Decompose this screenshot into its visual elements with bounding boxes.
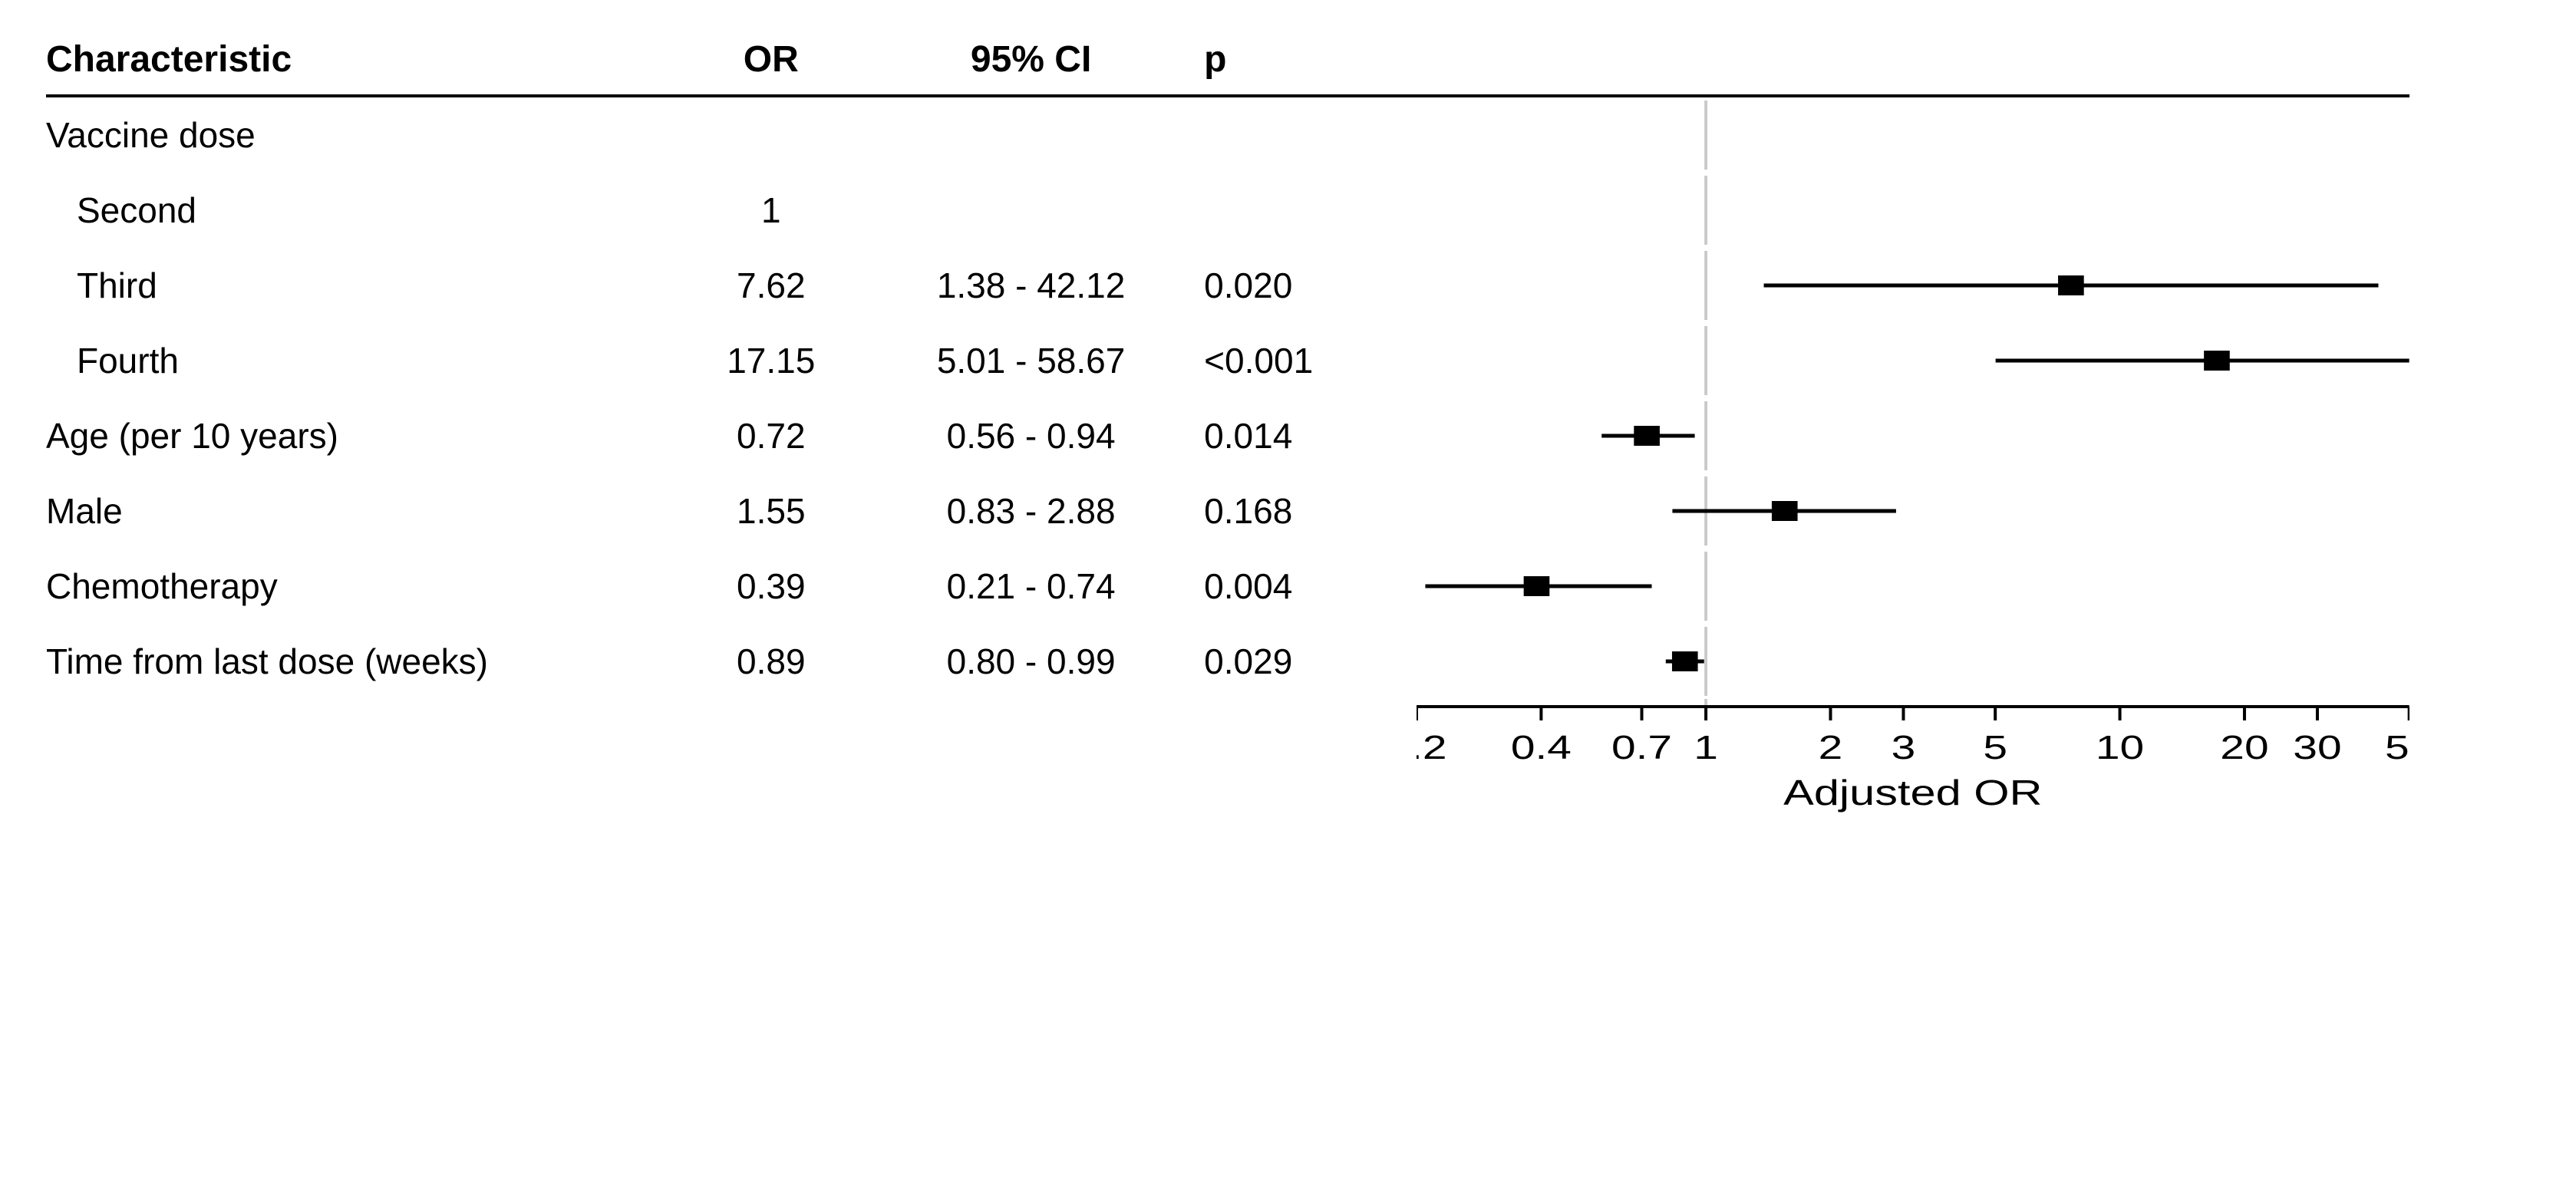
ci-value: 5.01 - 58.67 <box>873 323 1204 398</box>
characteristic-label: Second <box>46 173 684 248</box>
p-value: 0.014 <box>1204 398 1417 473</box>
col-p: p <box>1204 31 1417 96</box>
or-value: 0.72 <box>684 398 873 473</box>
table-row: Fourth17.155.01 - 58.67<0.001 <box>46 323 2409 398</box>
ci-value: 0.56 - 0.94 <box>873 398 1204 473</box>
or-value: 7.62 <box>684 248 873 323</box>
col-ci: 95% CI <box>873 31 1204 96</box>
plot-cell <box>1417 549 2409 624</box>
ci-value: 1.38 - 42.12 <box>873 248 1204 323</box>
plot-cell <box>1417 248 2409 323</box>
or-value: 1.55 <box>684 473 873 549</box>
forest-table: Characteristic OR 95% CI p Vaccine doseS… <box>46 31 2409 852</box>
table-row: Age (per 10 years)0.720.56 - 0.940.014 <box>46 398 2409 473</box>
header-row: Characteristic OR 95% CI p <box>46 31 2409 96</box>
col-or: OR <box>684 31 873 96</box>
ci-value <box>873 173 1204 248</box>
table-row: Male1.550.83 - 2.880.168 <box>46 473 2409 549</box>
axis-cell: 0.2 0.4 0.7 1 2 3 5 10 20 30 50 Adjusted OR <box>1417 699 2409 852</box>
p-value: <0.001 <box>1204 323 1417 398</box>
svg-text:20: 20 <box>2221 728 2269 766</box>
plot-cell <box>1417 173 2409 248</box>
plot-cell <box>1417 473 2409 549</box>
characteristic-label: Fourth <box>46 323 684 398</box>
p-value: 0.004 <box>1204 549 1417 624</box>
axis-title: Adjusted OR <box>1784 773 2043 813</box>
axis-row: 0.2 0.4 0.7 1 2 3 5 10 20 30 50 Adjusted OR <box>46 699 2409 852</box>
or-value: 0.89 <box>684 624 873 699</box>
ci-value: 0.21 - 0.74 <box>873 549 1204 624</box>
or-value: 1 <box>684 173 873 248</box>
characteristic-label: Male <box>46 473 684 549</box>
col-plot <box>1417 31 2409 96</box>
svg-text:50: 50 <box>2385 728 2409 766</box>
characteristic-label: Time from last dose (weeks) <box>46 624 684 699</box>
svg-text:3: 3 <box>1892 728 1916 766</box>
characteristic-label: Third <box>46 248 684 323</box>
p-value: 0.020 <box>1204 248 1417 323</box>
table-row: Third7.621.38 - 42.120.020 <box>46 248 2409 323</box>
plot-cell <box>1417 398 2409 473</box>
ci-value: 0.83 - 2.88 <box>873 473 1204 549</box>
svg-text:0.7: 0.7 <box>1611 728 1672 766</box>
or-value: 17.15 <box>684 323 873 398</box>
plot-cell <box>1417 624 2409 699</box>
svg-text:0.4: 0.4 <box>1511 728 1572 766</box>
p-value: 0.168 <box>1204 473 1417 549</box>
table-row: Second1 <box>46 173 2409 248</box>
svg-text:0.2: 0.2 <box>1417 728 1447 766</box>
group-label: Vaccine dose <box>46 96 684 173</box>
ci-value: 0.80 - 0.99 <box>873 624 1204 699</box>
table-row: Vaccine dose <box>46 96 2409 173</box>
svg-text:5: 5 <box>1984 728 2008 766</box>
forest-plot-figure: Characteristic OR 95% CI p Vaccine doseS… <box>0 0 2456 898</box>
characteristic-label: Age (per 10 years) <box>46 398 684 473</box>
svg-text:2: 2 <box>1819 728 1843 766</box>
col-characteristic: Characteristic <box>46 31 684 96</box>
p-value <box>1204 173 1417 248</box>
table-row: Time from last dose (weeks)0.890.80 - 0.… <box>46 624 2409 699</box>
table-row: Chemotherapy0.390.21 - 0.740.004 <box>46 549 2409 624</box>
svg-text:10: 10 <box>2096 728 2144 766</box>
or-value: 0.39 <box>684 549 873 624</box>
plot-cell <box>1417 323 2409 398</box>
p-value: 0.029 <box>1204 624 1417 699</box>
plot-cell <box>1417 96 2409 173</box>
svg-text:30: 30 <box>2294 728 2342 766</box>
characteristic-label: Chemotherapy <box>46 549 684 624</box>
svg-text:1: 1 <box>1694 728 1719 766</box>
